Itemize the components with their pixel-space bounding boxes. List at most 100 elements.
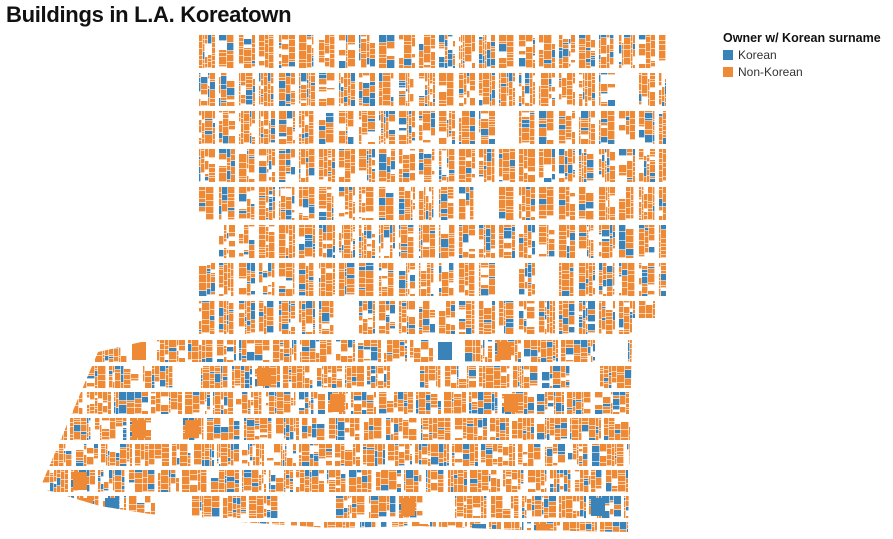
building-parcel [358,343,364,346]
building-parcel [661,263,666,266]
building-parcel [531,424,534,427]
building-parcel [349,203,353,208]
building-parcel [606,313,613,317]
building-parcel [502,394,505,397]
building-parcel [626,408,629,410]
building-parcel [379,82,383,89]
building-parcel [524,366,530,370]
building-parcel [449,249,455,252]
building-parcel [399,97,406,106]
building-parcel [531,199,535,206]
building-parcel [280,349,284,353]
building-parcel [525,86,530,94]
building-parcel [524,301,527,310]
building-parcel [279,323,282,332]
building-parcel [249,251,255,258]
building-parcel [199,56,203,60]
building-parcel [519,41,526,47]
building-parcel [659,281,661,286]
building-parcel [387,366,390,372]
building-parcel [500,423,506,431]
building-parcel [320,356,327,362]
building-parcel [302,357,310,360]
building-parcel [353,245,355,247]
building-parcel [579,237,587,241]
building-parcel [346,403,348,410]
building-parcel [273,340,280,345]
building-parcel [271,73,274,78]
building-parcel [411,218,413,220]
building-parcel [370,55,375,59]
building-parcel [281,203,286,208]
building-parcel [344,88,348,90]
building-parcel [562,291,570,296]
building-parcel [522,370,524,375]
building-parcel [589,240,591,247]
building-parcel [407,316,409,322]
building-parcel [210,374,215,379]
building-parcel [489,117,495,120]
building-parcel [363,301,368,304]
building-parcel [224,234,227,239]
building-parcel [95,351,103,356]
building-parcel [645,111,653,113]
building-parcel [673,99,674,103]
building-parcel [527,301,535,304]
building-parcel [345,169,351,171]
building-parcel [119,356,121,358]
building-parcel [87,418,89,424]
building-parcel [619,241,626,250]
building-parcel [55,426,62,433]
building-parcel [292,187,295,196]
building-parcel [282,316,289,319]
building-parcel [550,327,553,334]
building-parcel [109,377,113,381]
building-parcel [347,263,355,268]
building-parcel [307,89,309,98]
building-parcel [668,162,674,165]
building-parcel [537,405,545,412]
building-parcel [241,371,245,374]
building-parcel [496,433,500,438]
building-parcel [203,44,205,52]
building-parcel [201,149,205,151]
building-parcel [299,270,306,275]
building-parcel [266,232,269,235]
building-parcel [432,206,434,209]
building-parcel [601,104,608,106]
building-parcel [279,305,282,310]
building-parcel [224,331,227,334]
building-parcel [519,111,522,117]
building-parcel [221,380,223,382]
building-parcel [532,263,535,268]
building-parcel [411,206,413,214]
building-parcel [581,340,588,348]
building-parcel [312,37,314,45]
building-parcel [56,400,58,407]
building-parcel [313,247,315,250]
building-parcel [469,381,476,388]
building-parcel [541,358,547,362]
building-parcel [231,292,234,296]
building-parcel [367,151,369,155]
building-parcel [337,369,342,372]
building-parcel [608,111,615,116]
building-parcel [393,237,395,243]
building-parcel [524,234,528,236]
building-parcel [452,410,454,414]
building-parcel [441,191,448,194]
building-parcel [299,263,306,270]
building-parcel [312,429,317,438]
building-parcel [223,113,229,115]
building-parcel [670,216,672,220]
building-parcel [419,225,421,228]
building-parcel [245,384,250,388]
building-parcel [228,273,231,279]
building-parcel [619,42,622,45]
building-parcel [63,398,71,403]
building-parcel [227,62,234,68]
building-parcel [447,73,454,82]
building-parcel [442,287,449,294]
building-parcel [659,125,663,128]
building-parcel [210,329,215,331]
